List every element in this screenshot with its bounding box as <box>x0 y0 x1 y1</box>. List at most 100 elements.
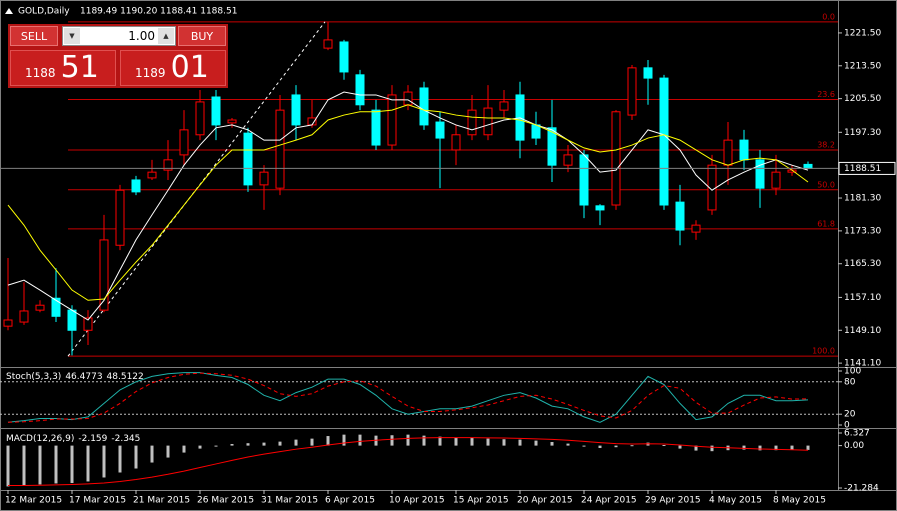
histogram-bar <box>518 439 522 446</box>
x-tick-label: 17 Mar 2015 <box>69 496 126 506</box>
histogram-bar <box>310 438 314 446</box>
buy-price-big: 01 <box>170 50 209 85</box>
candle-body <box>451 134 461 151</box>
fib-label: 38.2 <box>817 140 835 149</box>
histogram-bar <box>358 434 362 446</box>
lot-value: 1.00 <box>128 29 155 43</box>
histogram-bar <box>774 445 778 451</box>
histogram-bar <box>422 435 426 446</box>
candle-body <box>579 154 589 206</box>
candle-body <box>643 67 653 79</box>
lot-up[interactable]: ▲ <box>158 28 174 44</box>
candle-body <box>291 94 301 126</box>
candle-body <box>355 74 365 106</box>
candle-body <box>67 309 77 331</box>
x-tick-label: 12 Mar 2015 <box>5 496 62 506</box>
candle-body <box>227 119 237 124</box>
candle-body <box>627 67 637 116</box>
histogram-bar <box>502 439 506 446</box>
candle-body <box>211 96 221 126</box>
histogram-bar <box>294 439 298 446</box>
x-tick-label: 10 Apr 2015 <box>389 496 445 506</box>
candle-body <box>803 163 813 169</box>
x-tick-label: 8 May 2015 <box>773 496 826 506</box>
histogram-bar <box>22 445 26 486</box>
candle-body <box>755 159 765 189</box>
histogram-bar <box>278 441 282 446</box>
fib-label: 23.6 <box>817 90 835 99</box>
candle-body <box>499 101 509 111</box>
candle-body <box>675 201 685 231</box>
candle-body <box>595 205 605 211</box>
candle-body <box>659 77 669 206</box>
y-tick-label: 1173.30 <box>844 226 881 236</box>
y-tick-label: 1157.10 <box>844 293 881 303</box>
histogram-bar <box>438 436 442 446</box>
candle-body <box>403 91 413 106</box>
y-tick-label: 1197.30 <box>844 128 881 138</box>
indicator-name: MACD(12,26,9) <box>6 434 74 444</box>
candle-body <box>195 101 205 136</box>
histogram-bar <box>470 438 474 446</box>
fib-label: 100.0 <box>812 347 835 356</box>
ohlc-label: 1189.49 1190.20 1188.41 1188.51 <box>80 7 237 17</box>
histogram-bar <box>534 440 538 446</box>
histogram-bar <box>54 445 58 484</box>
x-tick-label: 29 Apr 2015 <box>645 496 701 506</box>
candle-body <box>115 189 125 246</box>
histogram-bar <box>134 445 138 469</box>
buy-price-small: 1189 <box>135 66 166 80</box>
x-tick-label: 24 Apr 2015 <box>581 496 637 506</box>
fib-label: 0.0 <box>822 12 835 21</box>
x-tick-label: 26 Mar 2015 <box>197 496 254 506</box>
histogram-bar <box>806 445 810 450</box>
candle-body <box>739 139 749 161</box>
histogram-bar <box>566 443 570 446</box>
candle-body <box>387 94 397 146</box>
x-tick-label: 15 Apr 2015 <box>453 496 509 506</box>
histogram-bar <box>198 445 202 449</box>
indicator-name: Stoch(5,3,3) <box>6 372 61 382</box>
histogram-bar <box>230 444 234 446</box>
y-tick-label: 1149.10 <box>844 326 881 336</box>
candle-body <box>691 224 701 233</box>
buy-button[interactable]: BUY <box>178 26 226 46</box>
sell-price[interactable]: 1188 51 <box>10 50 116 86</box>
histogram-bar <box>182 445 186 453</box>
histogram-bar <box>790 445 794 450</box>
histogram-bar <box>630 445 634 447</box>
histogram-bar <box>118 445 122 473</box>
candle-body <box>435 121 445 139</box>
x-tick-label: 4 May 2015 <box>709 496 762 506</box>
candle-body <box>83 317 93 331</box>
candle-body <box>723 139 733 166</box>
histogram-bar <box>614 445 618 448</box>
histogram-bar <box>214 445 218 447</box>
buy-price[interactable]: 1189 01 <box>120 50 226 86</box>
fib-label: 61.8 <box>817 219 835 228</box>
candle-body <box>323 39 333 49</box>
histogram-bar <box>710 445 714 452</box>
lot-input[interactable]: ▼ 1.00 ▲ <box>62 26 176 46</box>
y-tick-label: 0.00 <box>844 441 864 451</box>
candle-body <box>259 171 269 186</box>
histogram-bar <box>598 445 602 448</box>
candle-body <box>563 154 573 166</box>
moving-average <box>7 91 809 321</box>
sell-button[interactable]: SELL <box>10 26 58 46</box>
moving-average <box>7 104 809 301</box>
histogram-bar <box>582 445 586 447</box>
histogram-bar <box>342 434 346 446</box>
y-tick-label: 6.327 <box>844 429 870 439</box>
menu-arrow[interactable] <box>5 8 13 14</box>
y-tick-label: 20 <box>844 410 856 420</box>
lot-down[interactable]: ▼ <box>64 28 80 44</box>
histogram-bar <box>550 442 554 446</box>
sell-price-big: 51 <box>60 50 99 85</box>
current-price-label: 1188.51 <box>844 164 881 174</box>
histogram-bar <box>678 445 682 449</box>
candle-body <box>131 179 141 193</box>
fib-label: 50.0 <box>817 180 835 189</box>
y-tick-label: 1205.50 <box>844 94 881 104</box>
